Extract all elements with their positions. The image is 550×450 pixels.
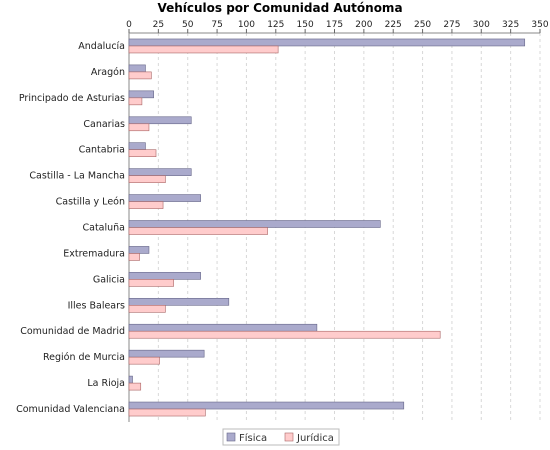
bar-fisica [128, 64, 146, 73]
legend: Física Jurídica [222, 428, 340, 446]
bar-fisica [128, 220, 381, 228]
x-tick-label: 325 [502, 20, 519, 30]
bar-juridica [128, 227, 268, 235]
chart-title: Vehículos por Comunidad Autónoma [157, 1, 402, 15]
x-tick-label: 25 [153, 20, 164, 30]
bar-fisica [128, 38, 526, 47]
bar-fisica [128, 168, 192, 176]
category-label: Comunidad de Madrid [20, 326, 125, 337]
plot-area: 0 25 50 75 100 125 150 175 200 225 250 275 300 325 350… [16, 20, 549, 422]
category-label: Cantabria [79, 145, 125, 156]
category-label: Principado de Asturias [19, 93, 125, 104]
category-label: Comunidad Valenciana [16, 404, 125, 415]
bar-juridica [128, 149, 157, 157]
category-label: Galicia [93, 274, 125, 285]
category-label: Castilla y León [56, 197, 125, 208]
category-label: Extremadura [63, 248, 125, 259]
x-tick-label: 75 [211, 20, 222, 30]
x-tick-label: 50 [182, 20, 194, 30]
bar-juridica [128, 356, 160, 365]
category-label: Canarias [83, 119, 125, 130]
bar-fisica [128, 323, 318, 332]
bar-fisica [128, 116, 192, 125]
bar-juridica [128, 253, 140, 261]
x-tick-label: 0 [126, 20, 132, 30]
x-tick-label: 225 [385, 20, 402, 30]
category-label: La Rioja [87, 378, 125, 389]
bar-fisica [128, 90, 154, 99]
legend-swatch [226, 432, 236, 442]
bar-juridica [128, 408, 206, 417]
bar-fisica [128, 375, 133, 384]
bar-juridica [128, 382, 142, 391]
x-tick-label: 175 [326, 20, 343, 30]
legend-label: Física [239, 432, 267, 444]
x-tick-label: 150 [297, 20, 314, 30]
x-tick-label: 350 [531, 20, 548, 30]
bar-juridica [128, 45, 279, 54]
bar-juridica [128, 123, 150, 132]
category-label: Castilla - La Mancha [29, 171, 125, 182]
legend-label: Jurídica [296, 432, 334, 444]
x-tick-label: 100 [238, 20, 255, 30]
bar-juridica [128, 175, 166, 183]
category-label: Cataluña [82, 223, 125, 234]
bar-juridica [128, 97, 143, 106]
x-tick-label: 125 [267, 20, 284, 30]
bar-fisica [128, 349, 205, 358]
x-tick-label: 200 [355, 20, 372, 30]
bar-fisica [128, 297, 230, 306]
category-label: Illes Balears [68, 300, 125, 311]
legend-box [222, 428, 340, 446]
bar-fisica [128, 142, 146, 150]
bar-juridica [128, 330, 441, 339]
legend-swatch [284, 432, 294, 442]
x-tick-label: 300 [473, 20, 490, 30]
category-label: Región de Murcia [43, 352, 125, 363]
category-label: Andalucía [78, 41, 125, 52]
x-tick-label: 250 [414, 20, 431, 30]
bar-juridica [128, 201, 164, 209]
category-label: Aragón [91, 67, 125, 78]
bar-fisica [128, 272, 201, 280]
bar-fisica [128, 401, 405, 410]
bar-juridica [128, 279, 174, 287]
bar-juridica [128, 71, 152, 80]
bar-fisica [128, 194, 201, 202]
bar-juridica [128, 304, 166, 313]
x-tick-label: 275 [443, 20, 460, 30]
bar-fisica [128, 246, 150, 254]
